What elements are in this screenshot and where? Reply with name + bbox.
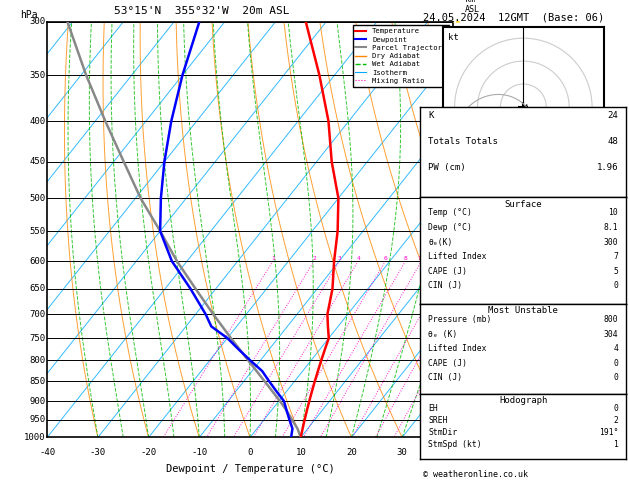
Text: 25: 25 xyxy=(449,324,457,330)
Text: 1.96: 1.96 xyxy=(597,163,618,172)
Text: Lifted Index: Lifted Index xyxy=(428,344,487,353)
Text: EH: EH xyxy=(428,403,438,413)
Text: 24.05.2024  12GMT  (Base: 06): 24.05.2024 12GMT (Base: 06) xyxy=(423,12,604,22)
Text: kt: kt xyxy=(448,33,459,42)
Text: CAPE (J): CAPE (J) xyxy=(428,359,467,367)
Text: Most Unstable: Most Unstable xyxy=(488,307,559,315)
Text: 0: 0 xyxy=(247,448,253,457)
Text: CAPE (J): CAPE (J) xyxy=(428,267,467,276)
Text: -30: -30 xyxy=(90,448,106,457)
Text: θₑ(K): θₑ(K) xyxy=(428,238,453,246)
Text: -5: -5 xyxy=(455,216,465,226)
Text: 2: 2 xyxy=(613,416,618,425)
Text: 0: 0 xyxy=(613,359,618,367)
Text: 4: 4 xyxy=(356,256,360,261)
Text: 1000: 1000 xyxy=(24,433,45,442)
Text: SREH: SREH xyxy=(428,416,448,425)
Text: 300: 300 xyxy=(604,238,618,246)
Text: 10: 10 xyxy=(296,448,306,457)
Text: 15: 15 xyxy=(448,256,455,261)
Text: 304: 304 xyxy=(604,330,618,339)
Text: 0: 0 xyxy=(613,373,618,382)
Text: Temp (°C): Temp (°C) xyxy=(428,208,472,217)
Text: 5: 5 xyxy=(613,267,618,276)
Legend: Temperature, Dewpoint, Parcel Trajectory, Dry Adiabat, Wet Adiabat, Isotherm, Mi: Temperature, Dewpoint, Parcel Trajectory… xyxy=(352,25,449,87)
Text: -3: -3 xyxy=(455,310,465,319)
Text: θₑ (K): θₑ (K) xyxy=(428,330,458,339)
Text: Dewpoint / Temperature (°C): Dewpoint / Temperature (°C) xyxy=(165,465,335,474)
Text: 40: 40 xyxy=(447,448,459,457)
Text: -6: -6 xyxy=(455,166,465,175)
Text: 800: 800 xyxy=(29,356,45,365)
Text: 600: 600 xyxy=(29,257,45,265)
Text: PW (cm): PW (cm) xyxy=(428,163,466,172)
Text: 0: 0 xyxy=(613,281,618,291)
Text: 650: 650 xyxy=(29,284,45,293)
Text: 3: 3 xyxy=(338,256,342,261)
Text: StmSpd (kt): StmSpd (kt) xyxy=(428,440,482,450)
Text: 6: 6 xyxy=(384,256,387,261)
Text: Surface: Surface xyxy=(504,200,542,209)
Text: -2: -2 xyxy=(455,354,465,363)
Text: 1: 1 xyxy=(613,440,618,450)
Text: -10: -10 xyxy=(191,448,208,457)
Text: 700: 700 xyxy=(29,310,45,319)
Text: K: K xyxy=(428,111,434,121)
Text: Pressure (mb): Pressure (mb) xyxy=(428,315,492,325)
Text: -20: -20 xyxy=(140,448,157,457)
Text: CIN (J): CIN (J) xyxy=(428,281,462,291)
Text: -4: -4 xyxy=(455,264,465,273)
Text: -8: -8 xyxy=(455,57,465,67)
Text: km
ASL: km ASL xyxy=(465,0,480,14)
Text: CIN (J): CIN (J) xyxy=(428,373,462,382)
Text: Lifted Index: Lifted Index xyxy=(428,252,487,261)
Text: -40: -40 xyxy=(39,448,55,457)
Text: Hodograph: Hodograph xyxy=(499,396,547,405)
Text: 10: 10 xyxy=(608,208,618,217)
Text: Dewp (°C): Dewp (°C) xyxy=(428,223,472,232)
Text: 30: 30 xyxy=(397,448,408,457)
Text: 900: 900 xyxy=(29,397,45,405)
Text: 191°: 191° xyxy=(599,428,618,437)
Text: StmDir: StmDir xyxy=(428,428,458,437)
Text: 850: 850 xyxy=(29,377,45,386)
Text: Mixing Ratio (g/kg): Mixing Ratio (g/kg) xyxy=(483,182,492,277)
Text: 750: 750 xyxy=(29,333,45,343)
Text: 10: 10 xyxy=(418,256,425,261)
Text: LCL: LCL xyxy=(455,430,471,438)
Text: 450: 450 xyxy=(29,157,45,166)
Text: -1: -1 xyxy=(455,395,465,403)
Text: © weatheronline.co.uk: © weatheronline.co.uk xyxy=(423,470,528,479)
Text: 300: 300 xyxy=(29,17,45,26)
Text: 48: 48 xyxy=(608,137,618,146)
Text: 8.1: 8.1 xyxy=(604,223,618,232)
Text: 950: 950 xyxy=(29,415,45,424)
Text: 500: 500 xyxy=(29,194,45,203)
Text: Totals Totals: Totals Totals xyxy=(428,137,498,146)
Text: 0: 0 xyxy=(613,403,618,413)
Text: 400: 400 xyxy=(29,117,45,126)
Text: 53°15'N  355°32'W  20m ASL: 53°15'N 355°32'W 20m ASL xyxy=(114,6,289,16)
Text: 2: 2 xyxy=(312,256,316,261)
Text: 800: 800 xyxy=(604,315,618,325)
Text: 350: 350 xyxy=(29,70,45,80)
Text: 1: 1 xyxy=(271,256,275,261)
Text: 550: 550 xyxy=(29,226,45,236)
Text: 20: 20 xyxy=(448,293,456,298)
Text: 20: 20 xyxy=(346,448,357,457)
Text: 8: 8 xyxy=(404,256,408,261)
Text: -7: -7 xyxy=(455,113,465,122)
Text: 24: 24 xyxy=(608,111,618,121)
Text: hPa: hPa xyxy=(20,10,38,20)
Text: 7: 7 xyxy=(613,252,618,261)
Text: 4: 4 xyxy=(613,344,618,353)
